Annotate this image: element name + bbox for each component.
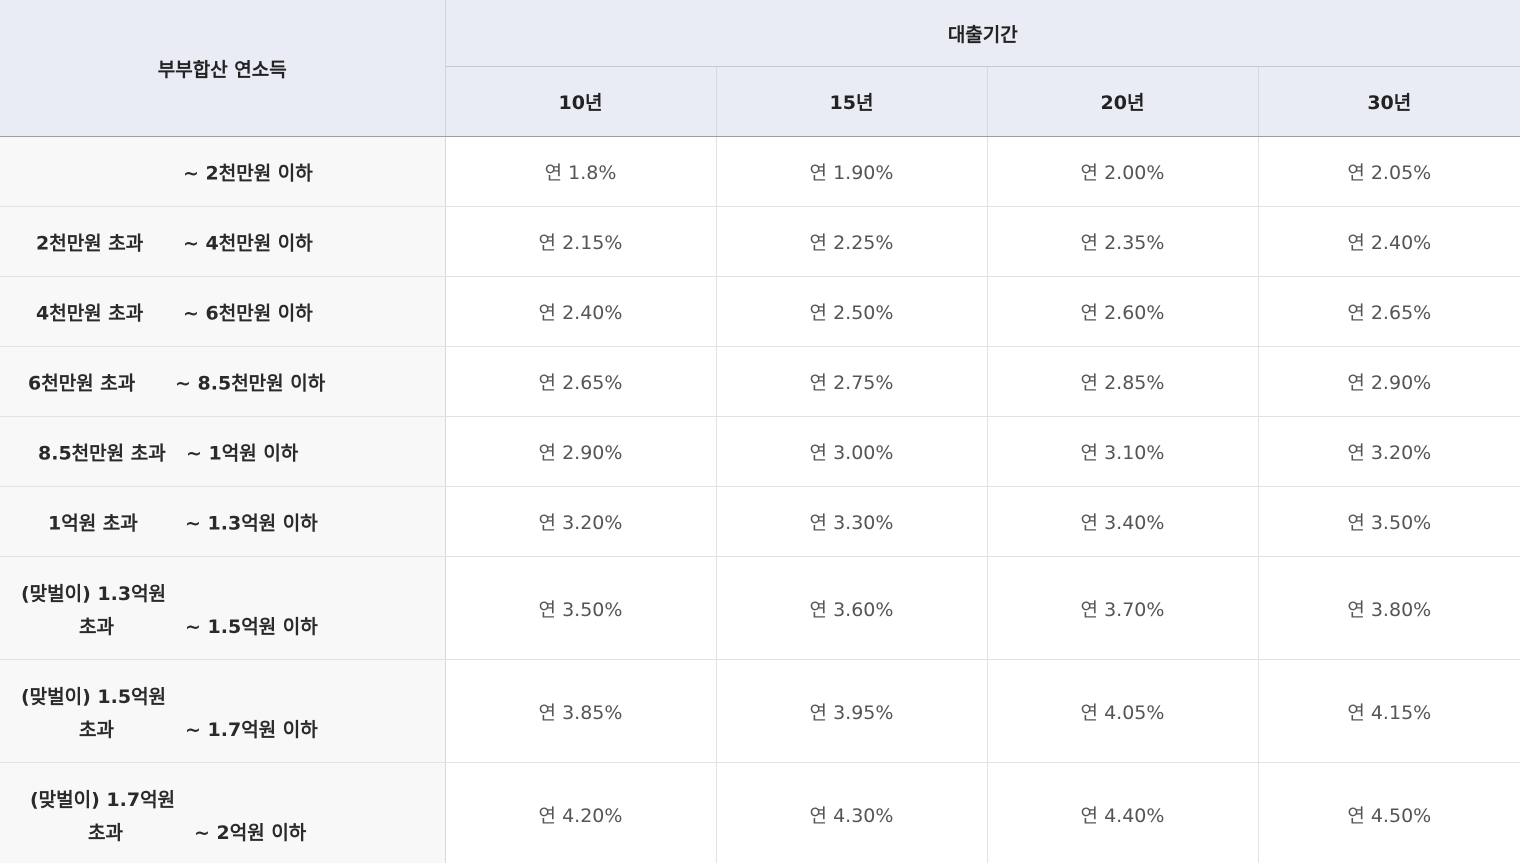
- income-range-cell: (맞벌이) 1.3억원 초과 ~ 1.5억원 이하: [0, 556, 446, 660]
- income-from-label: 6천만원 초과: [28, 372, 136, 394]
- table-row: (맞벌이) 1.7억원 초과 ~ 2억원 이하 연 4.20% 연 4.30% …: [0, 762, 1520, 863]
- rate-cell: 연 2.75%: [716, 346, 988, 417]
- rate-cell: 연 3.20%: [445, 486, 717, 557]
- income-range-cell: 4천만원 초과 ~ 6천만원 이하: [0, 276, 446, 347]
- income-from-label-cont: 초과: [79, 719, 114, 741]
- table-row: ~ 2천만원 이하 연 1.8% 연 1.90% 연 2.00% 연 2.05%: [0, 136, 1520, 207]
- rate-cell: 연 2.65%: [445, 346, 717, 417]
- rate-cell: 연 2.50%: [716, 276, 988, 347]
- loan-period-group-header: 대출기간: [445, 0, 1520, 67]
- rate-cell: 연 3.60%: [716, 556, 988, 660]
- rate-cell: 연 1.90%: [716, 136, 988, 207]
- rate-cell: 연 4.50%: [1258, 762, 1520, 863]
- income-column-header: 부부합산 연소득: [0, 0, 446, 137]
- income-from-label: 4천만원 초과: [36, 302, 144, 324]
- rate-cell: 연 2.90%: [445, 416, 717, 487]
- income-to-label: ~ 4천만원 이하: [183, 232, 313, 254]
- income-to-label: ~ 8.5천만원 이하: [175, 372, 326, 394]
- income-range-cell: 1억원 초과 ~ 1.3억원 이하: [0, 486, 446, 557]
- rate-cell: 연 2.40%: [445, 276, 717, 347]
- income-to-label: ~ 1.3억원 이하: [185, 512, 318, 534]
- income-from-label: (맞벌이) 1.5억원: [21, 686, 167, 708]
- rate-cell: 연 3.70%: [987, 556, 1259, 660]
- table-row: (맞벌이) 1.3억원 초과 ~ 1.5억원 이하 연 3.50% 연 3.60…: [0, 556, 1520, 660]
- rate-cell: 연 3.20%: [1258, 416, 1520, 487]
- rate-cell: 연 3.10%: [987, 416, 1259, 487]
- income-range-cell: 2천만원 초과 ~ 4천만원 이하: [0, 206, 446, 277]
- table-row: 4천만원 초과 ~ 6천만원 이하 연 2.40% 연 2.50% 연 2.60…: [0, 276, 1520, 347]
- period-header-15y: 15년: [716, 66, 988, 137]
- table-row: 1억원 초과 ~ 1.3억원 이하 연 3.20% 연 3.30% 연 3.40…: [0, 486, 1520, 557]
- rate-cell: 연 2.00%: [987, 136, 1259, 207]
- income-range-cell: 8.5천만원 초과 ~ 1억원 이하: [0, 416, 446, 487]
- rate-cell: 연 3.40%: [987, 486, 1259, 557]
- rate-cell: 연 2.90%: [1258, 346, 1520, 417]
- table-row: 6천만원 초과 ~ 8.5천만원 이하 연 2.65% 연 2.75% 연 2.…: [0, 346, 1520, 417]
- income-range-cell: (맞벌이) 1.5억원 초과 ~ 1.7억원 이하: [0, 659, 446, 763]
- period-header-30y: 30년: [1258, 66, 1520, 137]
- income-to-label: ~ 1억원 이하: [186, 442, 299, 464]
- income-to-label: ~ 6천만원 이하: [183, 302, 313, 324]
- table-row: 8.5천만원 초과 ~ 1억원 이하 연 2.90% 연 3.00% 연 3.1…: [0, 416, 1520, 487]
- rate-cell: 연 2.15%: [445, 206, 717, 277]
- income-from-label: (맞벌이) 1.3억원: [21, 583, 167, 605]
- income-from-label-cont: 초과: [88, 822, 123, 844]
- rate-cell: 연 2.60%: [987, 276, 1259, 347]
- rate-cell: 연 2.85%: [987, 346, 1259, 417]
- income-to-label: ~ 2억원 이하: [194, 822, 307, 844]
- rate-cell: 연 2.05%: [1258, 136, 1520, 207]
- rate-cell: 연 4.40%: [987, 762, 1259, 863]
- rate-cell: 연 2.25%: [716, 206, 988, 277]
- income-from-label: 8.5천만원 초과: [38, 442, 166, 464]
- income-from-label: 2천만원 초과: [36, 232, 144, 254]
- rate-cell: 연 2.35%: [987, 206, 1259, 277]
- rate-cell: 연 4.05%: [987, 659, 1259, 763]
- table-row: (맞벌이) 1.5억원 초과 ~ 1.7억원 이하 연 3.85% 연 3.95…: [0, 659, 1520, 763]
- rate-cell: 연 4.15%: [1258, 659, 1520, 763]
- income-to-label: ~ 1.7억원 이하: [185, 719, 318, 741]
- rate-cell: 연 3.00%: [716, 416, 988, 487]
- income-from-label: (맞벌이) 1.7억원: [30, 789, 176, 811]
- rate-cell: 연 3.50%: [1258, 486, 1520, 557]
- income-from-label: 1억원 초과: [48, 512, 138, 534]
- income-from-label-cont: 초과: [79, 616, 114, 638]
- income-range-cell: (맞벌이) 1.7억원 초과 ~ 2억원 이하: [0, 762, 446, 863]
- income-range-cell: 6천만원 초과 ~ 8.5천만원 이하: [0, 346, 446, 417]
- rate-cell: 연 3.85%: [445, 659, 717, 763]
- income-to-label: ~ 1.5억원 이하: [185, 616, 318, 638]
- rate-cell: 연 2.65%: [1258, 276, 1520, 347]
- rate-cell: 연 3.30%: [716, 486, 988, 557]
- rate-cell: 연 2.40%: [1258, 206, 1520, 277]
- income-to-label: ~ 2천만원 이하: [183, 162, 313, 184]
- period-header-20y: 20년: [987, 66, 1259, 137]
- rate-cell: 연 3.50%: [445, 556, 717, 660]
- period-header-10y: 10년: [445, 66, 717, 137]
- table-row: 2천만원 초과 ~ 4천만원 이하 연 2.15% 연 2.25% 연 2.35…: [0, 206, 1520, 277]
- rate-cell: 연 3.80%: [1258, 556, 1520, 660]
- rate-cell: 연 3.95%: [716, 659, 988, 763]
- rate-cell: 연 4.30%: [716, 762, 988, 863]
- income-range-cell: ~ 2천만원 이하: [0, 136, 446, 207]
- rate-cell: 연 4.20%: [445, 762, 717, 863]
- rate-cell: 연 1.8%: [445, 136, 717, 207]
